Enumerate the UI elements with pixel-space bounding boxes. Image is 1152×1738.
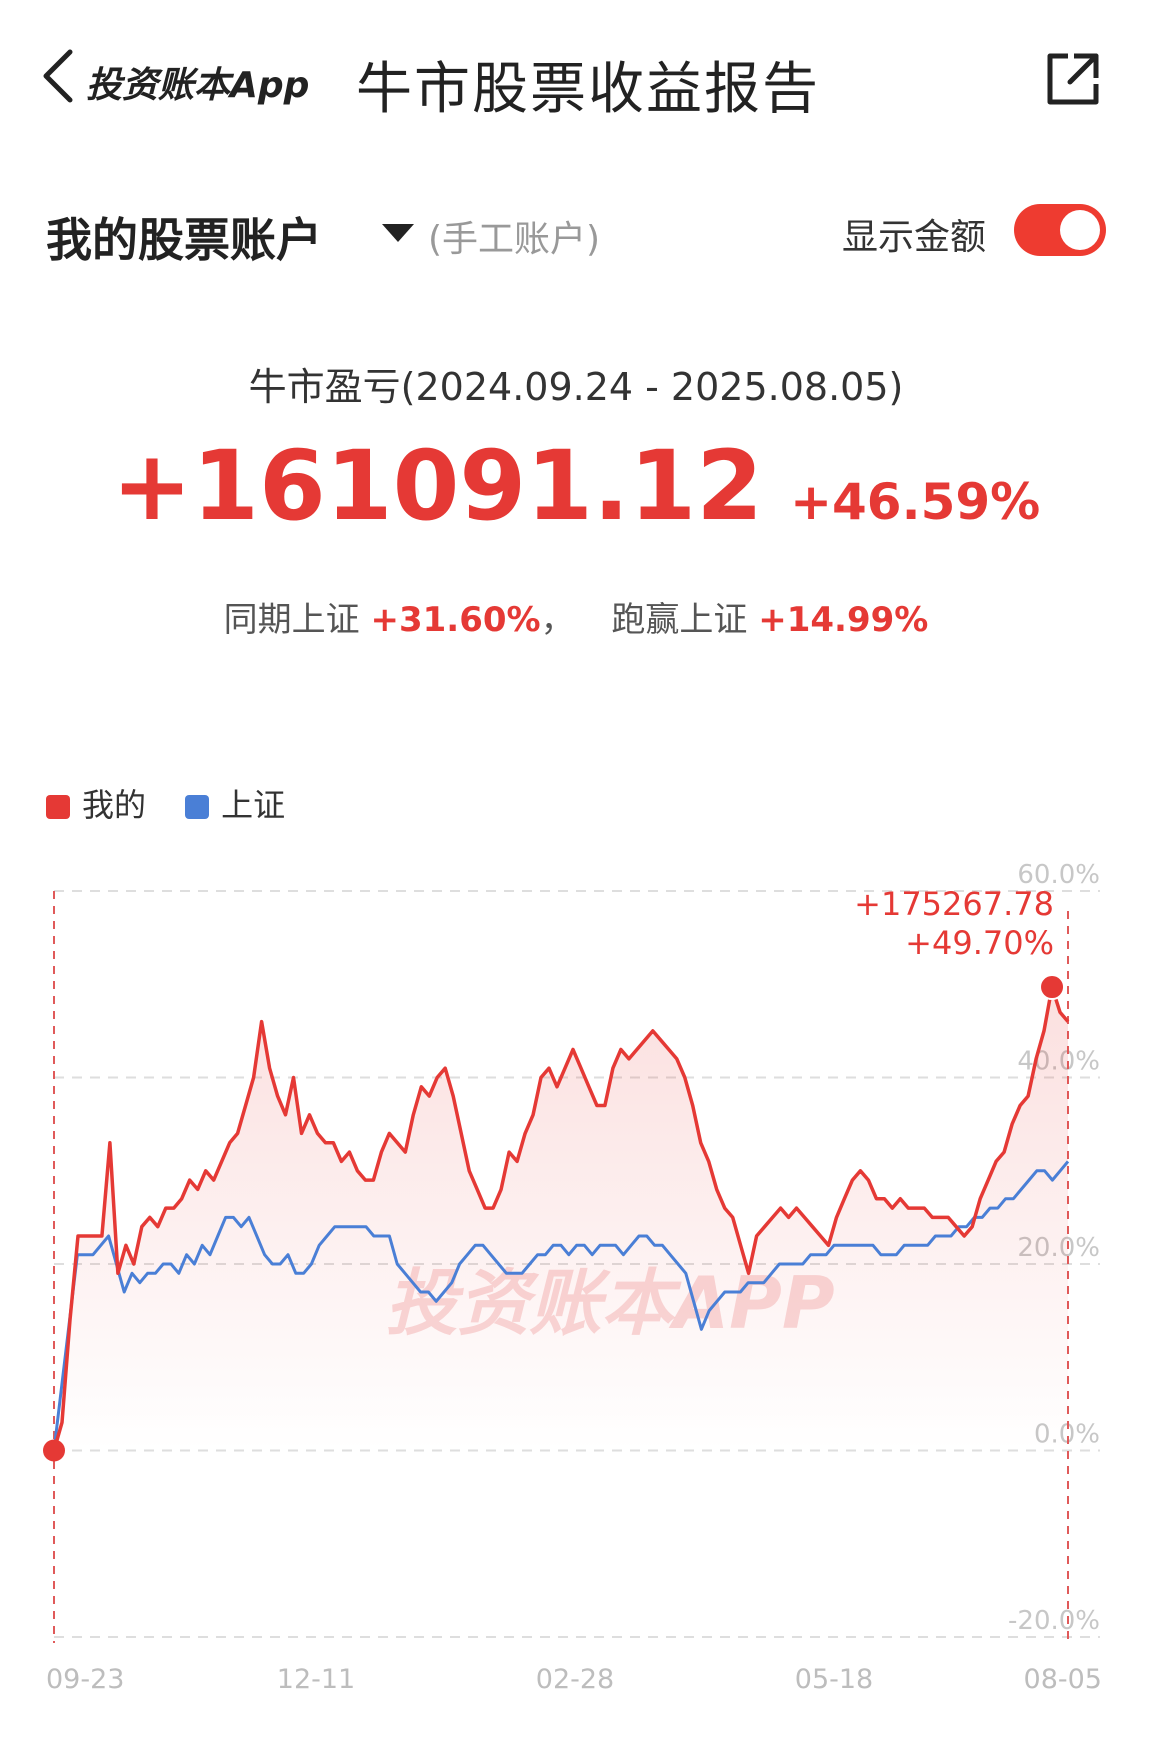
series-area-mine <box>54 987 1068 1451</box>
legend-label-index: 上证 <box>221 786 286 824</box>
x-tick-label: 05-18 <box>795 1664 873 1695</box>
peak-pct-label: +49.70% <box>905 924 1054 962</box>
x-tick-label: 08-05 <box>1024 1664 1102 1695</box>
legend-swatch-index <box>185 795 210 819</box>
x-tick-label: 02-28 <box>536 1664 614 1695</box>
profit-amount: +161091.12 <box>111 430 764 542</box>
show-amount-toggle[interactable] <box>1014 204 1106 256</box>
legend-item-mine[interactable]: 我的 <box>46 780 146 826</box>
account-type: (手工账户) <box>428 219 601 260</box>
top-bar: 投资账本App 牛市股票收益报告 <box>0 0 1152 150</box>
chevron-left-icon[interactable] <box>40 48 80 104</box>
profit-percent: +46.59% <box>790 473 1041 531</box>
profit-summary: +161091.12 +46.59% <box>0 430 1152 542</box>
y-tick-label: -20.0% <box>1008 1606 1100 1636</box>
legend-item-index[interactable]: 上证 <box>185 780 285 826</box>
x-tick-label: 12-11 <box>277 1664 355 1695</box>
account-name[interactable]: 我的股票账户 <box>46 213 322 267</box>
chart-legend: 我的 上证 <box>46 780 319 824</box>
series-line-index <box>52 1160 1070 1451</box>
series-line-mine <box>52 985 1070 1451</box>
period-label: 牛市盈亏(2024.09.24 - 2025.08.05) <box>248 365 904 409</box>
page-title: 牛市股票收益报告 <box>356 57 820 122</box>
toggle-knob <box>1060 210 1100 250</box>
show-amount-label: 显示金额 <box>842 217 987 258</box>
peak-point <box>1039 974 1066 1001</box>
peak-amount-label: +175267.78 <box>854 885 1054 923</box>
compare-value: +31.60% <box>370 600 541 640</box>
legend-swatch-mine <box>46 795 70 819</box>
share-export-icon[interactable] <box>1044 50 1102 108</box>
return-chart[interactable]: 60.0%40.0%20.0%0.0%-20.0%投资账本APP09-2312-… <box>0 850 1152 1738</box>
start-point <box>43 1439 65 1462</box>
beat-value: +14.99% <box>758 600 929 640</box>
beat-label: 跑赢上证 <box>611 600 748 640</box>
compare-separator: ， <box>540 600 575 640</box>
compare-label: 同期上证 <box>223 600 360 640</box>
x-tick-label: 09-23 <box>46 1664 124 1695</box>
y-tick-label: 60.0% <box>1017 860 1100 890</box>
dropdown-triangle-icon[interactable] <box>380 220 416 246</box>
account-row: 我的股票账户 (手工账户) 显示金额 <box>0 190 1152 270</box>
compare-row: 同期上证 +31.60%， 跑赢上证 +14.99% <box>0 592 1152 641</box>
app-name: 投资账本App <box>86 65 310 106</box>
legend-label-mine: 我的 <box>82 786 147 824</box>
